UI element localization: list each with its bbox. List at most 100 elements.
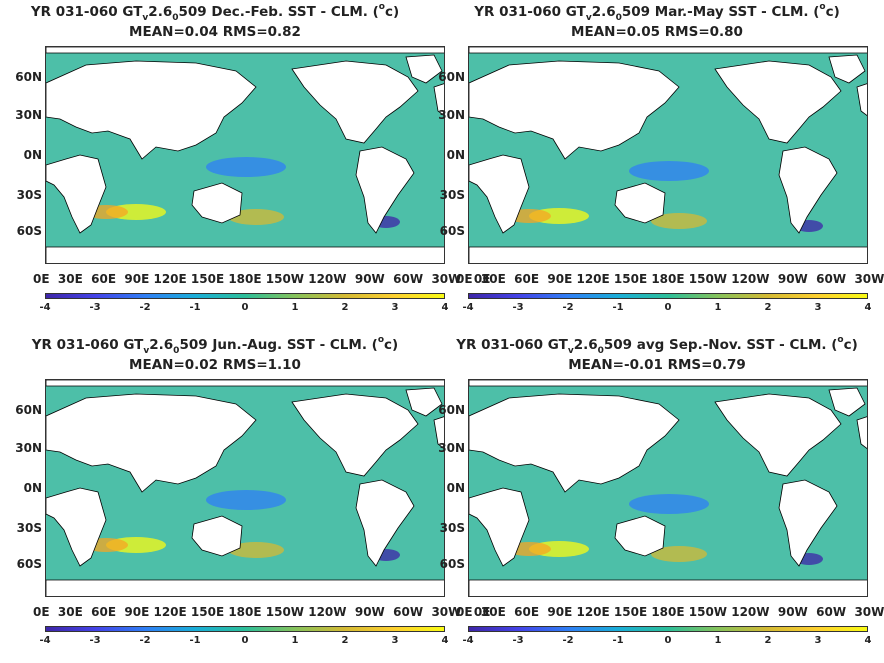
colorbar-tick: 2 (764, 635, 772, 646)
colorbar (468, 626, 868, 632)
lon-labels: 0E 30E 60E 90E 120E 150E 180E 150W 120W … (456, 605, 884, 619)
sst-anomaly-map (45, 46, 445, 264)
colorbar-tick: 1 (291, 635, 299, 646)
land-mass (469, 60, 680, 160)
colorbar-tick: 0 (664, 302, 672, 313)
land-mass (828, 387, 866, 417)
map-panel-jja: YR 031-060 GTv2.60509 Jun.-Aug. SST - CL… (0, 333, 430, 663)
land-mass (714, 60, 842, 144)
land-mass (355, 479, 415, 567)
land-mass (191, 515, 243, 557)
land-mass (714, 393, 842, 477)
colorbar-tick: 2 (341, 302, 349, 313)
land-mass (291, 60, 419, 144)
colorbar-tick: 3 (391, 302, 399, 313)
lat-label: 60S (16, 557, 42, 571)
land-mass (778, 479, 838, 567)
colorbar-tick: -2 (139, 302, 151, 313)
land-mass (191, 182, 243, 224)
panel-title: YR 031-060 GTv2.60509 Mar.-May SST - CLM… (474, 2, 840, 23)
lat-label: 0N (23, 481, 42, 495)
map-svg (46, 380, 444, 596)
land-mass (46, 60, 257, 160)
map-svg (469, 47, 867, 263)
lat-label: 30N (15, 108, 42, 122)
lat-label: 60S (439, 557, 465, 571)
lat-label: 30S (439, 521, 465, 535)
colorbar-tick: -1 (189, 302, 201, 313)
lat-label: 30N (438, 108, 465, 122)
land-mass (46, 47, 444, 54)
lon-labels: 0E 30E 60E 90E 120E 150E 180E 150W 120W … (33, 605, 491, 619)
colorbar-tick: 3 (814, 635, 822, 646)
panel-stats: MEAN=0.05 RMS=0.80 (571, 24, 743, 40)
colorbar-tick: 2 (764, 302, 772, 313)
anomaly-region (228, 209, 284, 225)
colorbar-tick: 4 (864, 635, 872, 646)
land-mass (291, 393, 419, 477)
colorbar-tick: 3 (391, 635, 399, 646)
land-mass (405, 54, 443, 84)
lat-label: 0N (23, 148, 42, 162)
panel-stats: MEAN=-0.01 RMS=0.79 (568, 357, 746, 373)
anomaly-region (629, 161, 709, 181)
colorbar-tick: -3 (512, 302, 524, 313)
land-mass (405, 387, 443, 417)
colorbar-tick: -3 (89, 302, 101, 313)
panel-stats: MEAN=0.04 RMS=0.82 (129, 24, 301, 40)
lat-label: 30S (439, 188, 465, 202)
sst-anomaly-map (468, 46, 868, 264)
land-mass (46, 380, 444, 387)
land-mass (856, 416, 867, 449)
lat-label: 0N (446, 481, 465, 495)
colorbar-tick: 4 (441, 302, 449, 313)
panel-title: YR 031-060 GTv2.60509 Jun.-Aug. SST - CL… (31, 335, 399, 356)
colorbar-tick: 0 (664, 635, 672, 646)
land-mass (469, 154, 530, 234)
lat-label: 60N (15, 70, 42, 84)
colorbar-tick: -2 (139, 635, 151, 646)
land-mass (469, 380, 867, 387)
map-svg (46, 47, 444, 263)
colorbar-tick: 3 (814, 302, 822, 313)
colorbar-tick: -3 (512, 635, 524, 646)
map-panel-mam: YR 031-060 GTv2.60509 Mar.-May SST - CLM… (442, 0, 872, 330)
lat-label: 60N (438, 70, 465, 84)
colorbar-tick: -2 (562, 635, 574, 646)
land-mass (469, 393, 680, 493)
land-mass (433, 416, 444, 449)
anomaly-region (629, 494, 709, 514)
land-mass (828, 54, 866, 84)
panel-title: YR 031-060 GTv2.60509 Dec.-Feb. SST - CL… (30, 2, 400, 23)
colorbar-tick: 4 (864, 302, 872, 313)
lat-label: 30S (16, 188, 42, 202)
land-mass (469, 47, 867, 54)
land-mass (469, 487, 530, 567)
lat-label: 0N (446, 148, 465, 162)
panel-title: YR 031-060 GTv2.60509 avg Sep.-Nov. SST … (456, 335, 858, 356)
lat-label: 30S (16, 521, 42, 535)
colorbar-tick: -1 (189, 635, 201, 646)
map-panel-djf: YR 031-060 GTv2.60509 Dec.-Feb. SST - CL… (0, 0, 430, 330)
colorbar-tick: 1 (714, 635, 722, 646)
lat-label: 60N (15, 403, 42, 417)
lat-label: 60N (438, 403, 465, 417)
colorbar-tick: -4 (462, 302, 474, 313)
colorbar-tick: -2 (562, 302, 574, 313)
colorbar-tick: -1 (612, 302, 624, 313)
sst-anomaly-map (45, 379, 445, 597)
anomaly-region (228, 542, 284, 558)
colorbar-tick: 4 (441, 635, 449, 646)
lat-label: 30N (438, 441, 465, 455)
colorbar-tick: 0 (241, 635, 249, 646)
land-mass (46, 246, 444, 263)
lat-label: 60S (439, 224, 465, 238)
colorbar-tick: 0 (241, 302, 249, 313)
colorbar (468, 293, 868, 299)
land-mass (355, 146, 415, 234)
colorbar-tick: -4 (462, 635, 474, 646)
land-mass (46, 393, 257, 493)
land-mass (433, 83, 444, 116)
colorbar-tick: -4 (39, 635, 51, 646)
colorbar-tick: -1 (612, 635, 624, 646)
